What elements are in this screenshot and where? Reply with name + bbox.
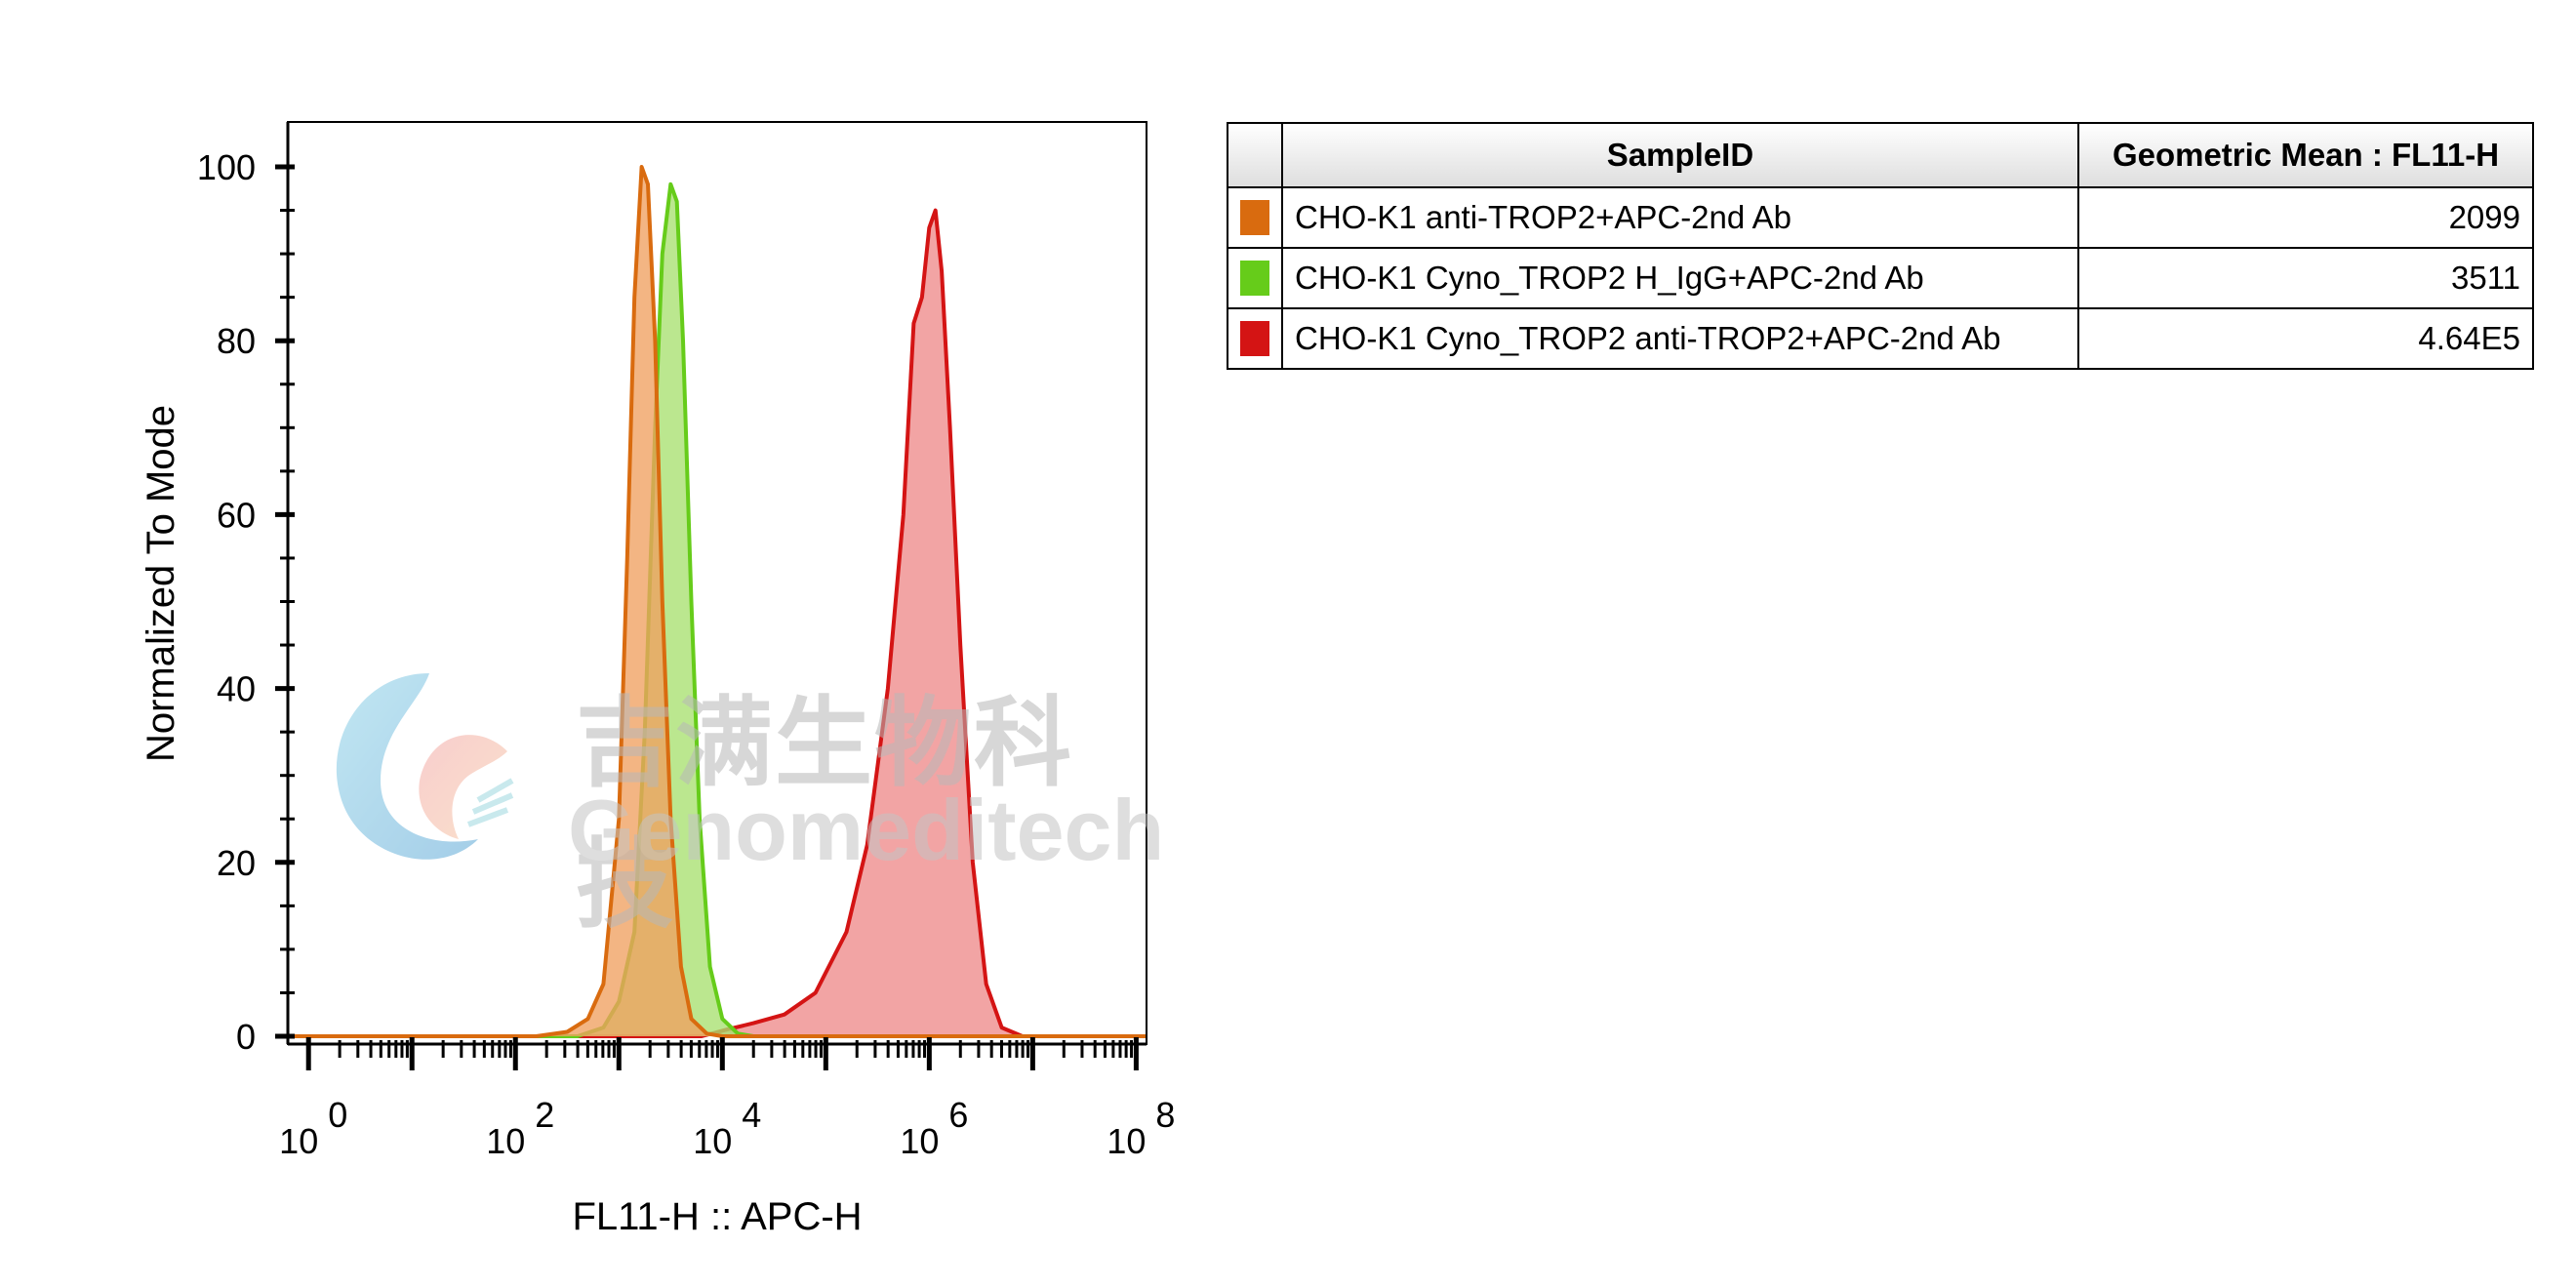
color-swatch — [1240, 261, 1269, 296]
y-tick-label: 100 — [197, 147, 256, 187]
column-header-geometric-mean: Geometric Mean : FL11-H — [2077, 122, 2534, 188]
series-line-2 — [288, 208, 1147, 1038]
x-axis-label: FL11-H :: APC-H — [572, 1195, 862, 1238]
x-tick-label-base: 10 — [1107, 1121, 1146, 1161]
statistics-table: SampleID Geometric Mean : FL11-H CHO-K1 … — [1227, 122, 2534, 370]
color-swatch — [1240, 321, 1269, 356]
series-layer — [288, 165, 1147, 1038]
sample-name-cell: CHO-K1 Cyno_TROP2 anti-TROP2+APC-2nd Ab — [1281, 307, 2079, 370]
sample-name-cell: CHO-K1 Cyno_TROP2 H_IgG+APC-2nd Ab — [1281, 247, 2079, 309]
y-axis-label: Normalized To Mode — [140, 405, 182, 762]
x-tick-label-base: 10 — [693, 1121, 732, 1161]
x-tick-label-exponent: 0 — [328, 1095, 347, 1135]
x-tick-label-exponent: 4 — [742, 1095, 761, 1135]
color-swatch — [1240, 200, 1269, 235]
watermark-chinese-text: 吉满生物科技 — [576, 686, 1073, 942]
table-corner-cell — [1227, 122, 1283, 188]
y-axis: 0 20 40 60 80 100 — [197, 147, 295, 1057]
y-tick-label: 40 — [217, 669, 256, 709]
swatch-cell — [1227, 247, 1283, 309]
geometric-mean-cell: 2099 — [2077, 186, 2534, 249]
series-line-0 — [288, 165, 1147, 1038]
y-tick-label: 80 — [217, 321, 256, 361]
geometric-mean-cell: 4.64E5 — [2077, 307, 2534, 370]
column-header-sampleid: SampleID — [1281, 122, 2079, 188]
series-fill-2 — [288, 210, 1147, 1037]
swatch-cell — [1227, 307, 1283, 370]
sample-name-cell: CHO-K1 anti-TROP2+APC-2nd Ab — [1281, 186, 2079, 249]
table-row: CHO-K1 Cyno_TROP2 H_IgG+APC-2nd Ab 3511 — [1227, 247, 2534, 309]
x-tick-label-exponent: 6 — [948, 1095, 968, 1135]
watermark-logo-icon — [336, 673, 514, 860]
table-row: CHO-K1 Cyno_TROP2 anti-TROP2+APC-2nd Ab … — [1227, 307, 2534, 370]
x-tick-label-exponent: 2 — [535, 1095, 554, 1135]
table-row: CHO-K1 anti-TROP2+APC-2nd Ab 2099 — [1227, 186, 2534, 249]
watermark: 吉满生物科技 Genomeditech — [312, 654, 1164, 942]
x-tick-label-base: 10 — [486, 1121, 525, 1161]
watermark-english-text: Genomeditech — [568, 782, 1165, 878]
y-tick-label: 20 — [217, 843, 256, 883]
table-header-row: SampleID Geometric Mean : FL11-H — [1227, 122, 2534, 188]
y-tick-label: 0 — [236, 1017, 256, 1057]
swatch-cell — [1227, 186, 1283, 249]
x-tick-label-base: 10 — [279, 1121, 318, 1161]
y-tick-label: 60 — [217, 495, 256, 535]
geometric-mean-cell: 3511 — [2077, 247, 2534, 309]
x-tick-label-exponent: 8 — [1155, 1095, 1175, 1135]
x-tick-label-base: 10 — [900, 1121, 939, 1161]
